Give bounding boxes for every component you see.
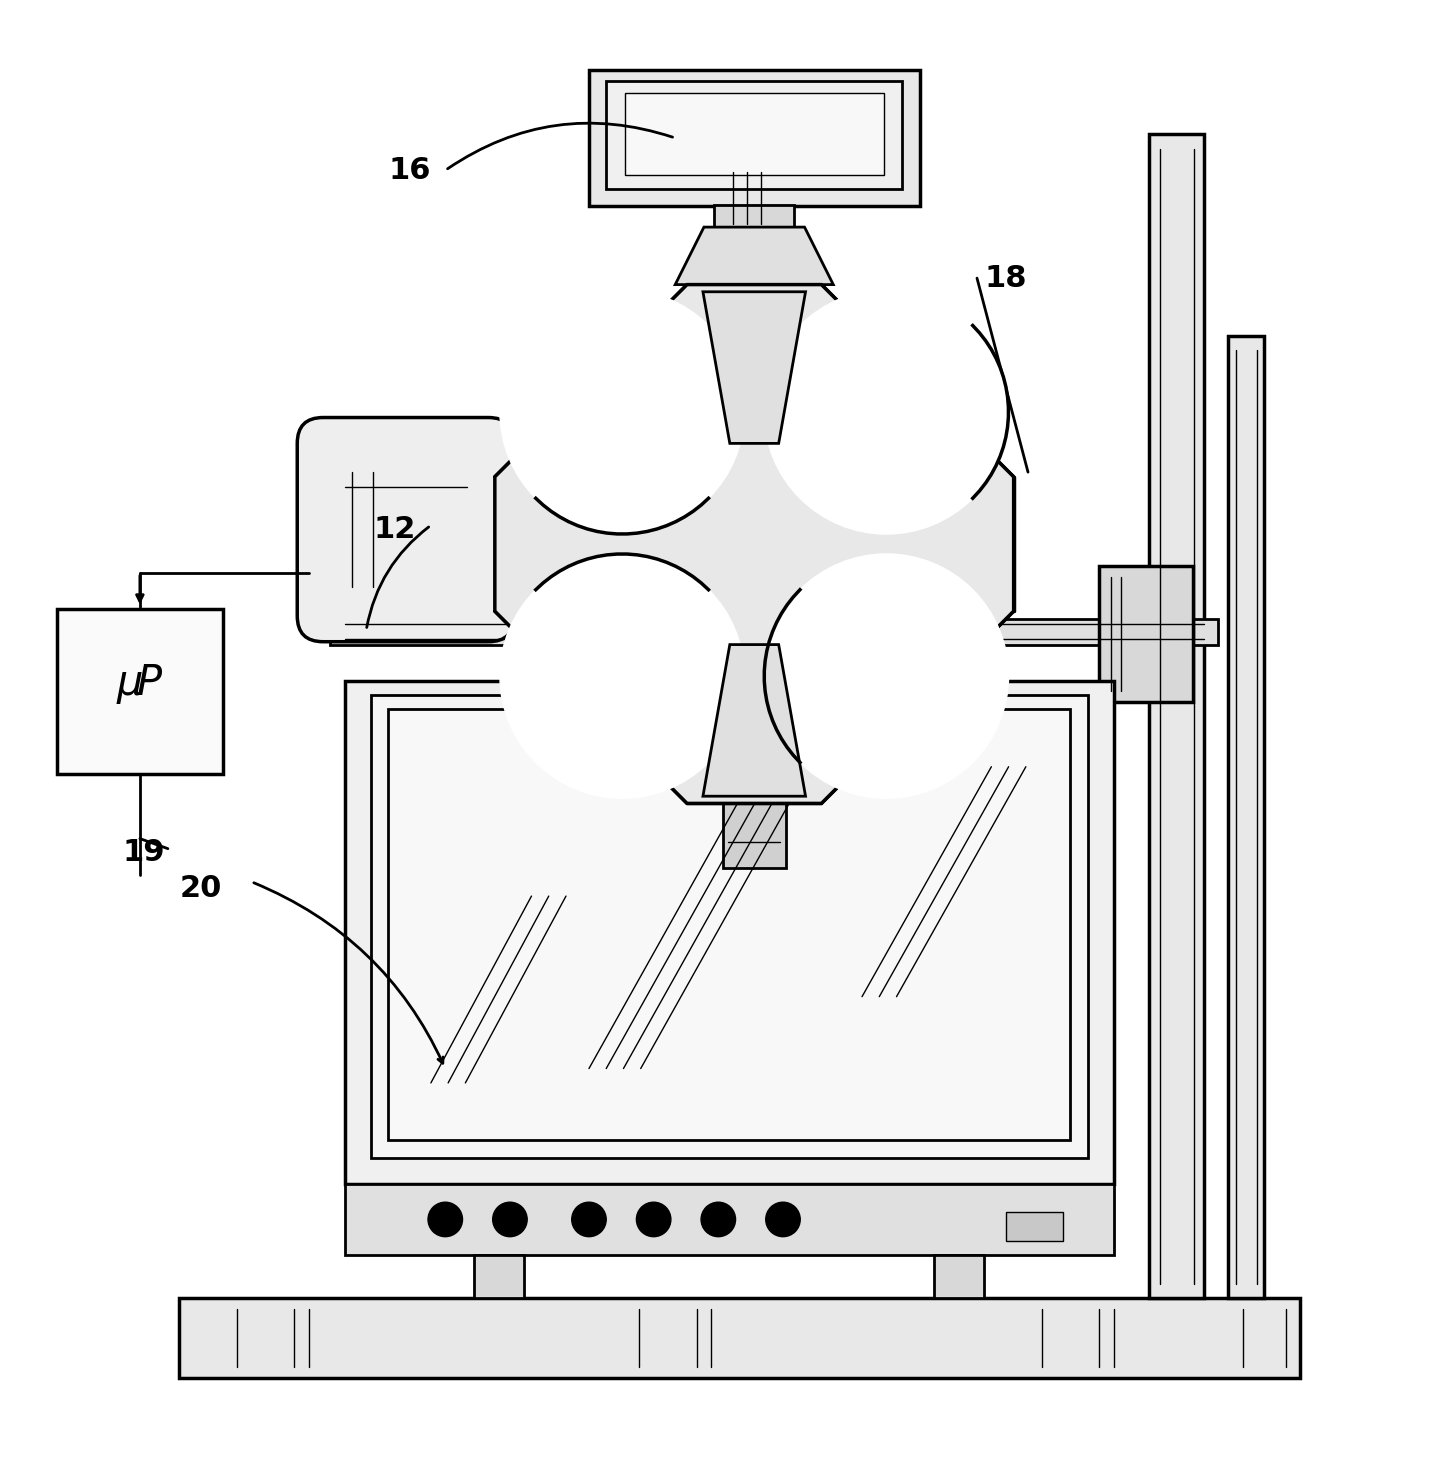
Circle shape [493, 1201, 527, 1237]
Polygon shape [675, 227, 833, 285]
Bar [474, 1256, 524, 1299]
Text: 18: 18 [984, 264, 1027, 292]
Bar [589, 69, 920, 207]
Bar [718, 170, 791, 227]
Text: 19: 19 [122, 838, 165, 868]
Polygon shape [702, 292, 805, 443]
FancyArrowPatch shape [367, 527, 428, 627]
Bar [331, 618, 1219, 645]
Circle shape [572, 1201, 607, 1237]
Text: 16: 16 [387, 156, 431, 184]
Text: 12: 12 [374, 515, 416, 545]
Bar [1229, 335, 1264, 1299]
FancyArrowPatch shape [254, 883, 443, 1063]
Circle shape [501, 289, 744, 534]
Bar [714, 205, 795, 227]
Polygon shape [495, 285, 1014, 803]
Bar [607, 81, 903, 189]
Bar [57, 608, 222, 773]
Text: 20: 20 [180, 874, 222, 903]
Circle shape [637, 1201, 670, 1237]
Bar [723, 803, 786, 868]
Polygon shape [702, 645, 805, 796]
Bar [625, 93, 884, 174]
Circle shape [766, 1201, 801, 1237]
Bar [934, 1256, 984, 1299]
Bar [370, 695, 1088, 1157]
Bar [1100, 565, 1193, 703]
Bar [345, 680, 1113, 1184]
Circle shape [701, 1201, 736, 1237]
FancyArrowPatch shape [447, 123, 673, 168]
Circle shape [765, 554, 1008, 799]
Bar [180, 1299, 1300, 1377]
FancyBboxPatch shape [297, 418, 514, 642]
Bar [345, 1184, 1113, 1256]
Bar [1149, 134, 1204, 1299]
Circle shape [765, 289, 1008, 534]
Circle shape [428, 1201, 463, 1237]
Bar [387, 710, 1071, 1141]
Text: $\mu\!P$: $\mu\!P$ [116, 663, 164, 706]
Circle shape [501, 554, 744, 799]
Bar [1006, 1212, 1064, 1241]
